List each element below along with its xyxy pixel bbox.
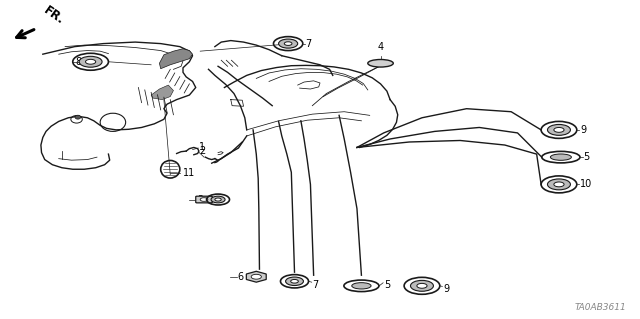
Polygon shape — [151, 85, 173, 100]
Circle shape — [284, 42, 292, 45]
Text: 2: 2 — [199, 146, 205, 156]
Text: FR.: FR. — [42, 4, 67, 27]
Text: 9: 9 — [443, 284, 449, 294]
Circle shape — [215, 198, 221, 201]
Circle shape — [211, 196, 225, 203]
Circle shape — [285, 277, 303, 286]
Text: 7: 7 — [312, 280, 319, 290]
Ellipse shape — [550, 154, 572, 160]
Circle shape — [547, 179, 570, 190]
Circle shape — [547, 124, 570, 135]
Circle shape — [291, 279, 298, 283]
Ellipse shape — [75, 115, 81, 119]
Text: 9: 9 — [580, 125, 586, 135]
Circle shape — [410, 280, 433, 291]
Ellipse shape — [368, 59, 394, 67]
Text: 5: 5 — [583, 152, 589, 162]
Text: 8: 8 — [75, 57, 81, 67]
Polygon shape — [246, 271, 266, 282]
Text: 4: 4 — [378, 42, 383, 52]
Text: 3: 3 — [198, 195, 204, 205]
Text: 7: 7 — [305, 39, 312, 48]
Text: 5: 5 — [384, 280, 390, 290]
Circle shape — [86, 59, 96, 64]
Circle shape — [278, 39, 298, 48]
FancyBboxPatch shape — [196, 196, 212, 203]
Circle shape — [251, 274, 261, 279]
Text: TA0AB3611: TA0AB3611 — [574, 302, 626, 312]
Circle shape — [200, 198, 208, 201]
Circle shape — [417, 283, 427, 288]
Text: 11: 11 — [183, 168, 195, 178]
Circle shape — [79, 56, 102, 67]
Text: 10: 10 — [580, 179, 592, 189]
Text: 1: 1 — [199, 142, 205, 152]
Circle shape — [554, 128, 564, 132]
Ellipse shape — [352, 283, 371, 289]
Polygon shape — [159, 49, 193, 69]
Circle shape — [554, 182, 564, 187]
Text: 6: 6 — [237, 272, 243, 282]
